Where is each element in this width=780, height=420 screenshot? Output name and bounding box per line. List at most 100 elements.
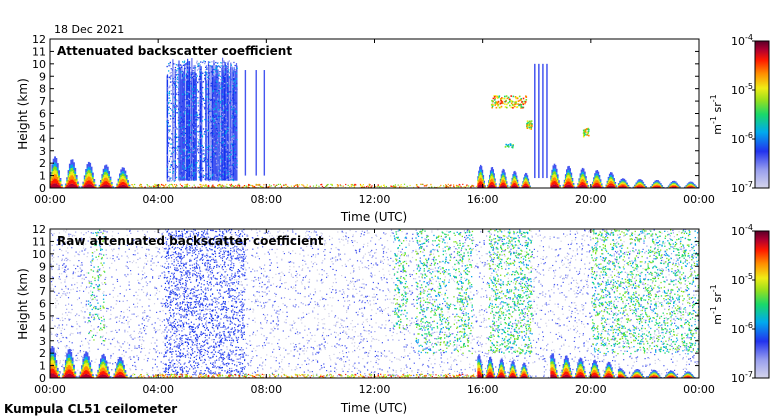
heatmap-band bbox=[585, 178, 587, 180]
heatmap-cell bbox=[229, 72, 231, 74]
heatmap-cell bbox=[298, 347, 300, 349]
heatmap-band bbox=[550, 184, 552, 187]
heatmap-band bbox=[493, 179, 495, 182]
heatmap-band bbox=[638, 184, 641, 186]
heatmap-cell bbox=[393, 282, 395, 284]
heatmap-band bbox=[83, 175, 86, 178]
heatmap-band bbox=[100, 185, 102, 187]
heatmap-band bbox=[606, 183, 609, 185]
heatmap-band bbox=[578, 185, 580, 187]
heatmap-band bbox=[566, 174, 568, 178]
heatmap-cell bbox=[420, 183, 422, 185]
heatmap-cell bbox=[462, 183, 464, 185]
heatmap-cell bbox=[180, 71, 182, 73]
heatmap-cell bbox=[360, 185, 362, 187]
heatmap-cell bbox=[223, 106, 225, 108]
heatmap-cell bbox=[120, 346, 122, 348]
heatmap-cell bbox=[381, 312, 383, 314]
heatmap-cell bbox=[553, 272, 556, 274]
heatmap-cell bbox=[601, 280, 604, 283]
heatmap-cell bbox=[118, 258, 120, 260]
heatmap-band bbox=[593, 186, 595, 188]
heatmap-cell bbox=[217, 169, 219, 171]
heatmap-cell bbox=[171, 133, 173, 135]
heatmap-cell bbox=[171, 166, 174, 168]
heatmap-band bbox=[655, 181, 658, 183]
heatmap-cell bbox=[210, 149, 212, 151]
heatmap-cell bbox=[512, 104, 515, 107]
heatmap-cell bbox=[182, 61, 184, 63]
heatmap-band bbox=[586, 181, 588, 183]
heatmap-cell bbox=[208, 78, 211, 80]
heatmap-cell bbox=[171, 153, 173, 155]
heatmap-cell bbox=[177, 68, 179, 70]
heatmap-cell bbox=[231, 66, 233, 68]
heatmap-cell bbox=[559, 276, 561, 278]
heatmap-cell bbox=[127, 342, 129, 344]
heatmap-cell bbox=[624, 315, 626, 317]
heatmap-band bbox=[568, 175, 570, 179]
profile-column bbox=[255, 70, 257, 176]
heatmap-cell bbox=[583, 133, 585, 136]
heatmap-cell bbox=[295, 304, 297, 306]
heatmap-cell bbox=[194, 153, 196, 155]
heatmap-band bbox=[505, 178, 507, 181]
heatmap-cell bbox=[141, 246, 143, 249]
heatmap-cell bbox=[259, 185, 261, 188]
heatmap-cell bbox=[211, 167, 213, 169]
heatmap-cell bbox=[169, 61, 171, 64]
heatmap-cell bbox=[463, 186, 465, 188]
heatmap-cell bbox=[193, 71, 195, 74]
heatmap-cell bbox=[173, 139, 176, 141]
heatmap-band bbox=[59, 179, 62, 181]
heatmap-band bbox=[488, 180, 490, 182]
heatmap-cell bbox=[171, 130, 173, 133]
heatmap-cell bbox=[192, 123, 194, 125]
heatmap-band bbox=[55, 167, 58, 171]
heatmap-cell bbox=[204, 88, 207, 91]
heatmap-cell bbox=[412, 347, 414, 349]
heatmap-cell bbox=[334, 315, 337, 317]
heatmap-cell bbox=[197, 255, 199, 257]
heatmap-cell bbox=[311, 247, 314, 249]
heatmap-cell bbox=[333, 257, 335, 259]
heatmap-band bbox=[569, 168, 571, 172]
heatmap-band bbox=[571, 179, 574, 181]
heatmap-cell bbox=[216, 130, 218, 132]
heatmap-band bbox=[624, 185, 627, 187]
heatmap-band bbox=[505, 181, 507, 183]
heatmap-cell bbox=[222, 82, 224, 84]
heatmap-cell bbox=[368, 186, 370, 188]
heatmap-cell bbox=[344, 332, 346, 334]
heatmap-band bbox=[490, 171, 493, 174]
heatmap-band bbox=[482, 182, 485, 185]
heatmap-band bbox=[558, 182, 560, 184]
heatmap-band bbox=[568, 172, 570, 176]
heatmap-cell bbox=[219, 102, 221, 104]
heatmap-cell bbox=[282, 237, 284, 239]
heatmap-cell bbox=[191, 174, 193, 177]
heatmap-cell bbox=[194, 136, 196, 138]
heatmap-cell bbox=[304, 325, 306, 327]
heatmap-band bbox=[620, 180, 623, 182]
heatmap-cell bbox=[204, 184, 206, 187]
heatmap-cell bbox=[417, 369, 419, 371]
heatmap-cell bbox=[185, 79, 188, 81]
heatmap-cell bbox=[223, 96, 225, 98]
heatmap-cell bbox=[369, 184, 371, 187]
heatmap-cell bbox=[654, 359, 656, 362]
profile-column bbox=[230, 62, 232, 181]
heatmap-cell bbox=[203, 153, 205, 155]
heatmap-cell bbox=[472, 237, 474, 239]
heatmap-cell bbox=[171, 69, 173, 71]
heatmap-cell bbox=[262, 186, 264, 188]
heatmap-cell bbox=[172, 86, 174, 88]
heatmap-cell bbox=[323, 318, 325, 320]
heatmap-cell bbox=[508, 101, 511, 103]
heatmap-cell bbox=[286, 307, 288, 309]
heatmap-cell bbox=[177, 122, 180, 124]
heatmap-cell bbox=[172, 82, 175, 84]
heatmap-cell bbox=[186, 73, 188, 76]
heatmap-cell bbox=[229, 154, 231, 156]
heatmap-cell bbox=[385, 185, 387, 188]
